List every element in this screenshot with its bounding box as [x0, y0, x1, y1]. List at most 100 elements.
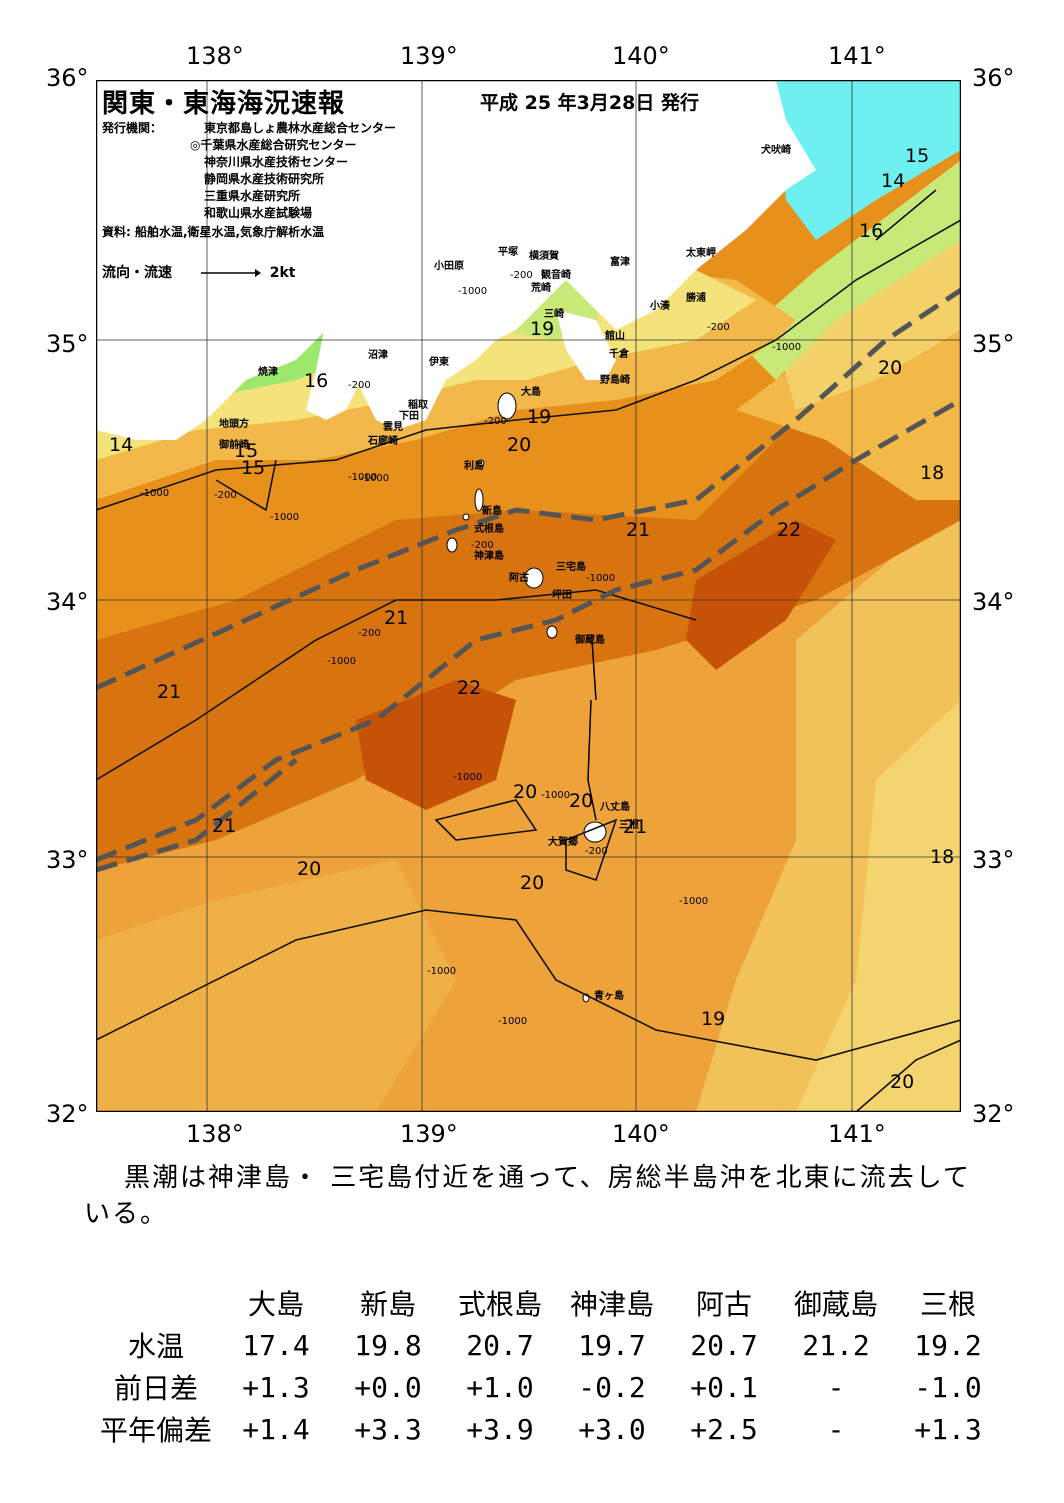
isotherm-label: 21	[626, 519, 651, 541]
table-cell: +1.3	[242, 1370, 310, 1404]
island-toshima	[477, 459, 485, 467]
isotherm-label: 15	[905, 145, 930, 167]
land-izu-peninsula	[306, 280, 396, 420]
issuer-3: 神奈川県水産技術センター	[204, 155, 349, 169]
column-header: 神津島	[569, 1288, 654, 1321]
lon-label-140-bottom: 140°	[612, 1120, 670, 1148]
table-cell: -0.2	[578, 1370, 646, 1404]
isotherm-label: 21	[384, 607, 409, 629]
place-oshima: 大島	[521, 387, 541, 398]
column-header: 新島	[359, 1288, 416, 1321]
table-cell: 17.4	[242, 1328, 310, 1362]
table-cell: +3.3	[354, 1412, 422, 1446]
isotherm-label: 20	[520, 872, 545, 894]
place-ako: 阿古	[509, 573, 529, 584]
island-miyakejima	[524, 567, 544, 589]
column-header: 阿古	[695, 1288, 752, 1321]
table-cell: 19.7	[578, 1328, 646, 1362]
table-cell: +1.4	[242, 1412, 310, 1446]
depth-label: -1000	[541, 790, 571, 801]
lon-label-138-top: 138°	[186, 42, 244, 70]
table-cell: +3.0	[578, 1412, 646, 1446]
lat-label-32-right: 32°	[972, 1100, 1015, 1128]
depth-label: -1000	[458, 286, 488, 297]
column-header: 御蔵島	[793, 1288, 878, 1321]
isotherm-label: 20	[890, 1071, 915, 1093]
lat-label-35-right: 35°	[972, 330, 1015, 358]
row-header: 水温	[127, 1330, 184, 1363]
table-cell: 19.8	[354, 1328, 422, 1362]
table-row: 平年偏差 +1.4 +3.3 +3.9 +3.0 +2.5 - +1.3	[92, 1408, 1004, 1450]
place-jitokata: 地頭方	[219, 419, 249, 430]
depth-label: -200	[358, 628, 381, 639]
table-row: 水温 17.4 19.8 20.7 19.7 20.7 21.2 19.2	[92, 1324, 1004, 1366]
place-taitomisaki: 太東岬	[686, 248, 716, 259]
lon-label-138-bottom: 138°	[186, 1120, 244, 1148]
table-cell: +0.0	[354, 1370, 422, 1404]
depth-label: -1000	[360, 473, 390, 484]
depth-label: -200	[707, 322, 730, 333]
table-cell: -	[827, 1370, 845, 1404]
table-cell: +1.3	[914, 1412, 982, 1446]
place-odawara: 小田原	[434, 261, 464, 272]
lat-label-33-left: 33°	[46, 846, 89, 874]
lat-label-36-left: 36°	[46, 64, 89, 92]
place-okago: 大賀郷	[548, 837, 578, 848]
place-kozushima: 神津島	[474, 551, 504, 562]
land-boso	[556, 310, 616, 380]
place-ito: 伊東	[429, 357, 449, 368]
isotherm-label: 21	[157, 681, 182, 703]
place-nojimazaki: 野島崎	[600, 375, 630, 386]
place-yaizu: 焼津	[258, 367, 278, 378]
island-shikinejima	[462, 513, 470, 521]
current-vectors	[587, 189, 937, 821]
lon-label-141-top: 141°	[828, 42, 886, 70]
depth-label: -1000	[270, 512, 300, 523]
isotherm-label: 20	[569, 790, 594, 812]
isotherm-label: 20	[513, 781, 538, 803]
depth-label: -1000	[348, 472, 378, 483]
map-frame	[96, 80, 961, 1112]
row-header: 平年偏差	[99, 1414, 212, 1447]
isotherm-label: 20	[507, 434, 532, 456]
table-cell: 19.2	[914, 1328, 982, 1362]
depth-label: -200	[484, 416, 507, 427]
isotherm-label: 19	[527, 406, 552, 428]
lat-label-35-left: 35°	[46, 330, 89, 358]
depth-label: -200	[585, 846, 608, 857]
depth-label: -1000	[586, 573, 616, 584]
place-inubosaki: 犬吠崎	[761, 145, 791, 156]
depth-label: -1000	[453, 772, 483, 783]
place-hiratsuka: 平塚	[498, 247, 518, 258]
isotherm-label: 19	[530, 318, 555, 340]
island-niijima	[474, 488, 484, 512]
place-kannonzaki: 観音崎	[541, 270, 571, 281]
table-corner	[92, 1282, 220, 1324]
lon-label-139-top: 139°	[400, 42, 458, 70]
issuer-label: 発行機関：	[102, 121, 163, 135]
place-hachijojima: 八丈島	[600, 802, 630, 813]
table-cell: -1.0	[914, 1370, 982, 1404]
table-cell: 20.7	[466, 1328, 534, 1362]
place-tateyama: 館山	[605, 331, 625, 342]
place-niijima: 新島	[482, 506, 502, 517]
issuer-6: 和歌山県水産試験場	[204, 206, 313, 220]
place-shimoda: 下田	[399, 411, 419, 422]
issuer-4: 静岡県水産技術研究所	[204, 172, 325, 186]
isotherm-label: 21	[623, 816, 648, 838]
column-header: 三根	[919, 1288, 976, 1321]
station-temperature-table: 大島 新島 式根島 神津島 阿古 御蔵島 三根 水温 17.4 19.8 20.…	[92, 1282, 1004, 1450]
kuroshio-core	[96, 340, 961, 870]
depth-label: -1000	[772, 342, 802, 353]
table-cell: +2.5	[690, 1412, 758, 1446]
isotherm-label: 15	[234, 440, 259, 462]
column-header: 大島	[247, 1288, 304, 1321]
current-legend-speed: 2kt	[269, 265, 296, 281]
lat-label-34-left: 34°	[46, 588, 89, 616]
kuroshio-axis	[96, 287, 961, 873]
isotherm-label: 18	[920, 462, 945, 484]
isotherm-label: 15	[241, 457, 266, 479]
isotherm-label: 14	[881, 170, 906, 192]
table-cell: 20.7	[690, 1328, 758, 1362]
place-kumomi: 雲見	[383, 422, 403, 433]
